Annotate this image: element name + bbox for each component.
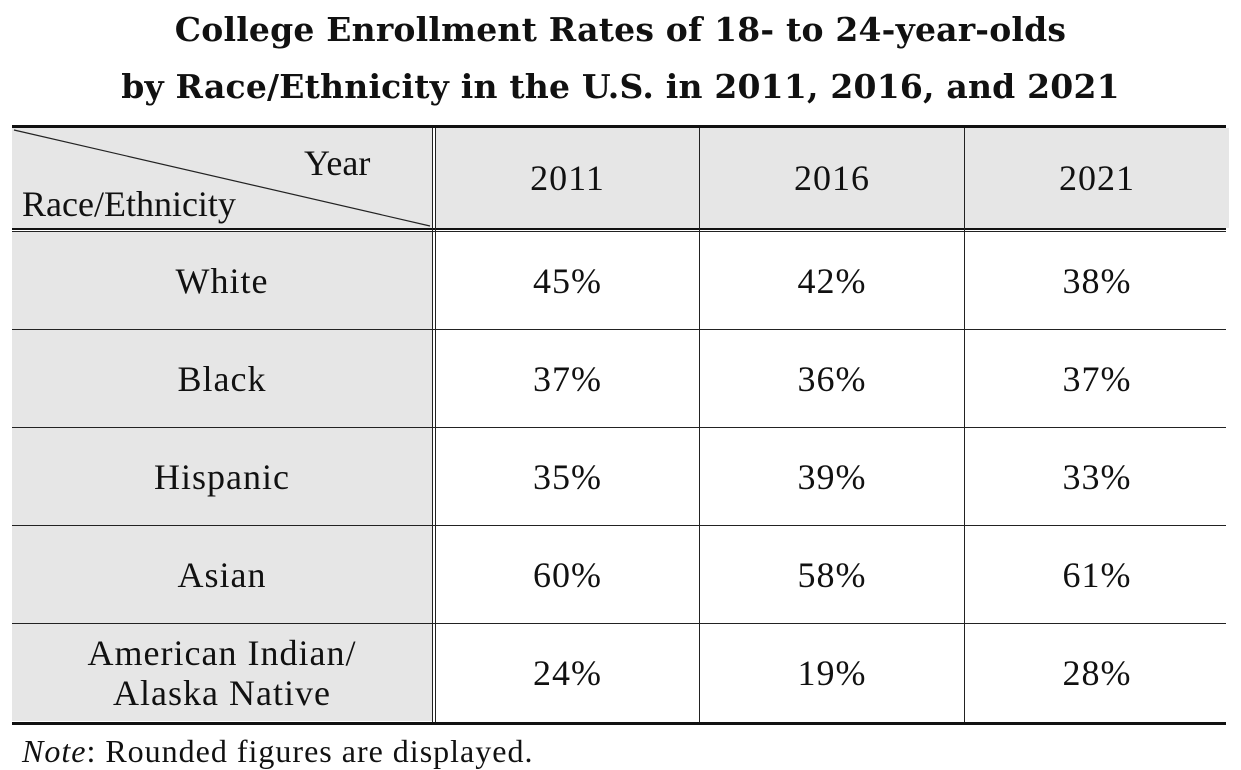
stub-divider-line (432, 128, 433, 722)
row-label-background (12, 232, 432, 329)
row-divider-line (12, 525, 1226, 526)
value-cell: 45% (533, 260, 602, 301)
note-label: Note (22, 733, 87, 769)
value-cell: 24% (533, 652, 602, 693)
top-rule (12, 125, 1226, 128)
row-label: White (175, 260, 269, 301)
row-label: American Indian/Alaska Native (12, 624, 432, 721)
row-label-line: Alaska Native (113, 672, 331, 713)
column-header-2016: 2016 (794, 158, 870, 198)
value-cell: 37% (533, 358, 602, 399)
header-year-label: Year (304, 143, 371, 183)
row-label-background (12, 526, 432, 623)
enrollment-table: Year Race/Ethnicity 2011 2016 2021 White 45%… (12, 125, 1229, 725)
table-note: Note: Rounded figures are displayed. (22, 733, 533, 769)
value-cell: 33% (1062, 456, 1132, 497)
row-label: Hispanic (154, 456, 290, 497)
header-diagonal-divider (13, 129, 431, 227)
value-cell: 37% (1062, 358, 1132, 399)
value-cell: 60% (533, 554, 602, 595)
row-label: Black (177, 358, 267, 399)
header-diagonal-line (13, 129, 431, 227)
value-cell: 58% (797, 554, 867, 595)
header-rule (12, 228, 1226, 230)
row-label-line: American Indian/ (87, 632, 357, 673)
row-label-background (12, 624, 432, 721)
value-cell: 28% (1062, 652, 1132, 693)
column-header-2011: 2011 (530, 158, 605, 198)
header-cell-background (436, 128, 699, 228)
row-label-background (12, 330, 432, 427)
header-cell-background (965, 128, 1229, 228)
column-divider-line (699, 128, 700, 722)
row-label-background (12, 428, 432, 525)
header-second-rule (12, 231, 1226, 232)
value-cell: 35% (533, 456, 602, 497)
value-cell: 36% (797, 358, 867, 399)
value-cell: 39% (797, 456, 867, 497)
column-header-2021: 2021 (1059, 158, 1135, 198)
stub-divider-line (435, 128, 436, 722)
note-text: : Rounded figures are displayed. (86, 733, 534, 769)
value-cell: 19% (797, 652, 867, 693)
header-cell-background (700, 128, 964, 228)
row-divider-line (12, 427, 1226, 428)
header-race-ethnicity-label: Race/Ethnicity (22, 184, 236, 224)
bottom-rule (12, 722, 1226, 725)
column-divider-line (964, 128, 965, 722)
row-label: Asian (177, 554, 267, 595)
value-cell: 38% (1062, 260, 1132, 301)
row-divider-line (12, 329, 1226, 330)
value-cell: 61% (1062, 554, 1132, 595)
value-cell: 42% (797, 260, 867, 301)
chart-title-line-1: College Enrollment Rates of 18- to 24-ye… (174, 10, 1067, 49)
row-divider-line (12, 623, 1226, 624)
chart-title-line-2: by Race/Ethnicity in the U.S. in 2011, 2… (121, 67, 1120, 106)
